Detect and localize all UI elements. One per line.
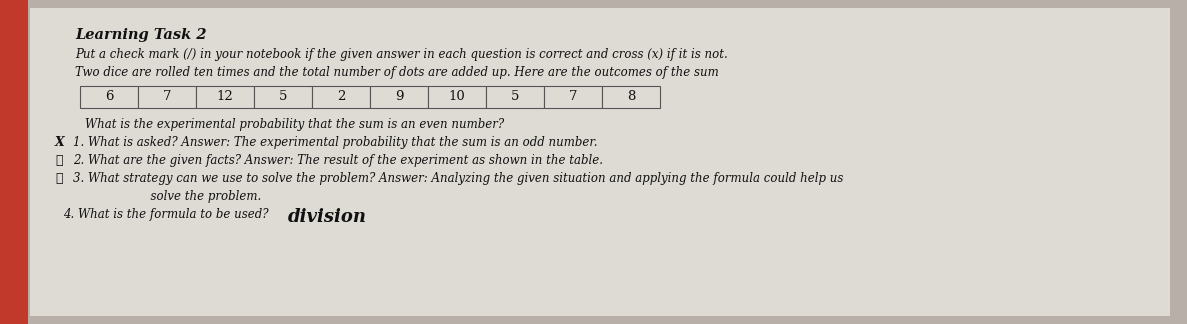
Text: 2. What are the given facts? Answer: The result of the experiment as shown in th: 2. What are the given facts? Answer: The…	[72, 154, 603, 167]
Text: 1. What is asked? Answer: The experimental probability that the sum is an odd nu: 1. What is asked? Answer: The experiment…	[72, 136, 597, 149]
Text: What is the experimental probability that the sum is an even number?: What is the experimental probability tha…	[85, 118, 504, 131]
Text: Two dice are rolled ten times and the total number of dots are added up. Here ar: Two dice are rolled ten times and the to…	[75, 66, 719, 79]
Bar	[138, 86, 196, 108]
Bar	[602, 86, 660, 108]
Text: 3. What strategy can we use to solve the problem? Answer: Analyzing the given si: 3. What strategy can we use to solve the…	[72, 172, 844, 185]
Bar	[429, 86, 485, 108]
Bar	[485, 86, 544, 108]
Text: solve the problem.: solve the problem.	[128, 190, 261, 203]
Bar	[80, 86, 138, 108]
Text: 8: 8	[627, 90, 635, 103]
Text: 5: 5	[279, 90, 287, 103]
Text: 6: 6	[104, 90, 113, 103]
Bar	[544, 86, 602, 108]
Bar	[254, 86, 312, 108]
Text: 5: 5	[510, 90, 519, 103]
Bar	[370, 86, 429, 108]
Text: 7: 7	[163, 90, 171, 103]
Bar	[312, 86, 370, 108]
Text: 9: 9	[395, 90, 404, 103]
Text: 7: 7	[569, 90, 577, 103]
Text: Learning Task 2: Learning Task 2	[75, 28, 207, 42]
Text: ✓: ✓	[55, 154, 63, 167]
Text: 12: 12	[216, 90, 234, 103]
Text: 10: 10	[449, 90, 465, 103]
Text: X: X	[55, 136, 65, 149]
Bar	[0, 0, 28, 324]
Text: Put a check mark (/) in your notebook if the given answer in each question is co: Put a check mark (/) in your notebook if…	[75, 48, 728, 61]
Text: 4. What is the formula to be used?: 4. What is the formula to be used?	[63, 208, 268, 221]
Text: division: division	[288, 208, 367, 226]
Bar	[196, 86, 254, 108]
Text: ✓: ✓	[55, 172, 63, 185]
Text: 2: 2	[337, 90, 345, 103]
